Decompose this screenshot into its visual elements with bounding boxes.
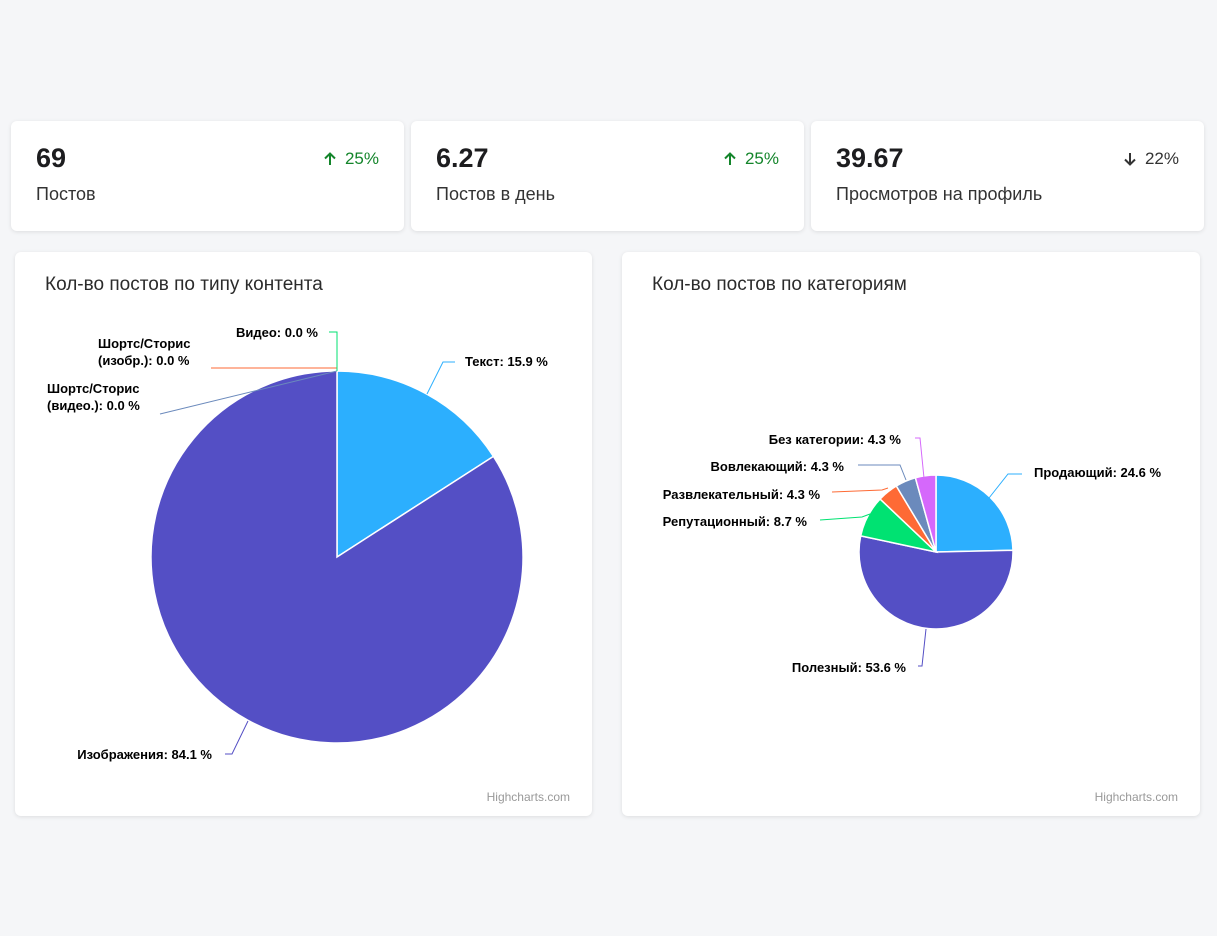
connector-line-полезный [918,628,927,667]
highcharts-credits[interactable]: Highcharts.com [486,790,570,804]
connector-line-репутационный [819,513,871,521]
stat-value: 69 [36,143,67,173]
stat-change: 25% [723,149,779,169]
chart-card-content-type: Кол-во постов по типу контента Текст: 15… [15,252,592,816]
connector-line-шортс-сторис-видео [159,370,338,415]
pie-chart-content-type: Текст: 15.9 % Изображения: 84.1 % Шортс/Ст… [47,325,548,762]
data-label-видео: Видео: 0.0 % [236,325,318,340]
stat-card-posts: 69 Постов 25% [11,121,404,231]
stat-change: 25% [323,149,379,169]
connector-line-изображения [225,720,249,755]
data-label-шортс-сторис-изобр: Шортс/Сторис [98,336,191,351]
stat-change-value: 25% [744,149,779,168]
data-label-текст: Текст: 15.9 % [465,354,548,369]
stat-card-views-per-profile: 39.67 Просмотров на профиль 22% [811,121,1204,231]
pie-slice-изображения[interactable] [150,370,524,744]
stat-label: Постов [36,184,96,204]
arrow-up-icon [724,152,736,165]
stat-label: Постов в день [436,184,555,204]
data-label-без-категории: Без категории: 4.3 % [769,432,902,447]
connector-line-продающий [988,473,1022,499]
connector-line-без-категории [915,437,925,479]
data-label-шортс-сторис-изобр-value: (изобр.): 0.0 % [98,353,190,368]
connector-line-шортс-сторис-изобр [211,367,338,371]
pie-slice-продающий[interactable] [935,474,1014,553]
stat-label: Просмотров на профиль [836,184,1043,204]
pie-chart-categories: Продающий: 24.6 % Полезный: 53.6 % Репутац… [663,432,1162,675]
arrow-up-icon [324,152,336,165]
chart-title: Кол-во постов по типу контента [45,274,323,295]
connector-line-видео [329,331,338,371]
connector-line-развлекательный [831,487,889,493]
connector-line-вовлекающий [858,464,907,481]
stat-change-value: 22% [1144,149,1179,168]
stat-value: 39.67 [836,143,904,173]
data-label-изображения: Изображения: 84.1 % [77,747,212,762]
pie-slice-полезный[interactable] [858,534,1014,630]
data-label-продающий: Продающий: 24.6 % [1034,465,1161,480]
pie-slice-без-категории[interactable] [914,474,937,553]
stat-value: 6.27 [436,143,489,173]
stat-change-value: 25% [344,149,379,168]
connector-line-текст [426,361,455,395]
chart-card-categories: Кол-во постов по категориям Продающий: 2… [622,252,1200,816]
data-label-вовлекающий: Вовлекающий: 4.3 % [711,459,845,474]
data-label-развлекательный: Развлекательный: 4.3 % [663,487,821,502]
arrow-down-icon [1124,153,1136,166]
stat-change: 22% [1123,149,1179,169]
stat-card-posts-per-day: 6.27 Постов в день 25% [411,121,804,231]
data-label-полезный: Полезный: 53.6 % [792,660,907,675]
data-label-шортс-сторис-видео-value: (видео.): 0.0 % [47,398,140,413]
pie-slice-текст[interactable] [336,370,495,559]
data-label-репутационный: Репутационный: 8.7 % [663,514,808,529]
data-label-шортс-сторис-видео: Шортс/Сторис [47,381,140,396]
chart-title: Кол-во постов по категориям [652,274,907,295]
highcharts-credits[interactable]: Highcharts.com [1094,790,1178,804]
